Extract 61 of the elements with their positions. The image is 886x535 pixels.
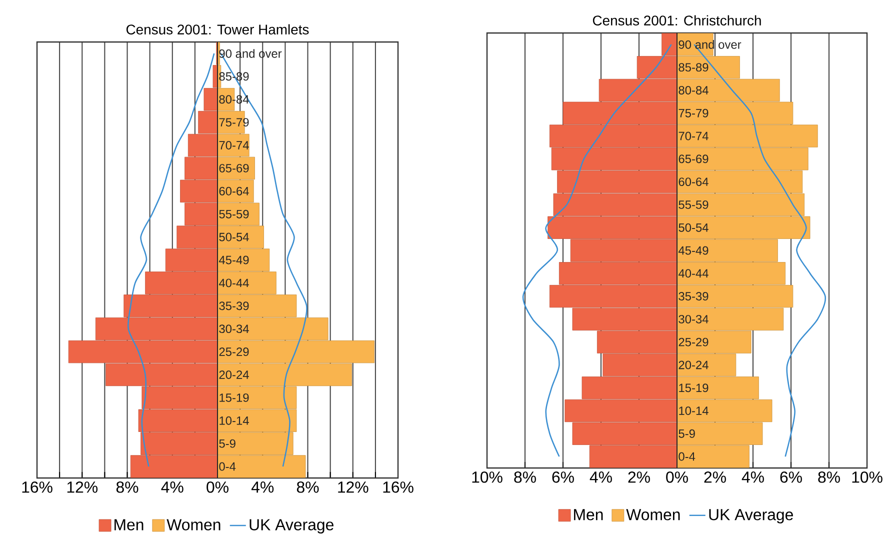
y-tick-label: 35-39 bbox=[219, 302, 249, 310]
x-tick-label: 12% bbox=[67, 482, 98, 493]
y-tick-label: 35-39 bbox=[678, 292, 708, 300]
y-tick-label: 70-74 bbox=[219, 141, 249, 150]
y-tick-label: 30-34 bbox=[219, 324, 249, 334]
y-tick-label: 55-59 bbox=[678, 200, 708, 209]
y-tick-label: 40-44 bbox=[678, 269, 708, 278]
y-tick-label: 45-49 bbox=[218, 256, 249, 264]
legend-label: UK Average bbox=[709, 509, 793, 524]
x-tick-label: 8% bbox=[116, 482, 138, 493]
x-tick-label: 16% bbox=[22, 482, 52, 493]
legend-label: UK Average bbox=[250, 519, 334, 534]
y-tick-label: 75-79 bbox=[678, 108, 708, 118]
x-tick-label: 2% bbox=[628, 472, 650, 483]
chart-title: Census 2001: Christchurch bbox=[592, 15, 761, 26]
y-tick-label: 5-9 bbox=[219, 439, 236, 448]
y-tick-label: 30-34 bbox=[678, 314, 708, 324]
y-tick-label: 80-84 bbox=[678, 86, 708, 94]
y-tick-label: 85-89 bbox=[678, 63, 708, 72]
x-tick-label: 4% bbox=[590, 472, 612, 483]
legend-label: Men bbox=[114, 519, 144, 530]
chart-title: Census 2001: Tower Hamlets bbox=[126, 24, 309, 34]
y-tick-label: 20-24 bbox=[219, 370, 249, 379]
legend-label: Women bbox=[166, 519, 220, 530]
x-tick-label: 8% bbox=[514, 472, 536, 483]
y-tick-label: 0-4 bbox=[219, 462, 236, 471]
x-tick-label: 10% bbox=[472, 472, 502, 483]
legend-label: Women bbox=[626, 509, 680, 520]
x-tick-label: 4% bbox=[251, 482, 274, 493]
legend-label: Men bbox=[574, 509, 603, 520]
y-tick-label: 50-54 bbox=[219, 232, 249, 242]
x-tick-label: 2% bbox=[704, 472, 726, 483]
x-tick-label: 10% bbox=[852, 472, 882, 483]
x-tick-label: 0% bbox=[666, 472, 688, 483]
y-tick-label: 25-29 bbox=[678, 338, 708, 346]
y-tick-label: 0-4 bbox=[678, 452, 696, 461]
x-tick-label: 8% bbox=[296, 482, 319, 493]
y-tick-label: 25-29 bbox=[219, 348, 249, 356]
y-tick-label: 60-64 bbox=[678, 178, 708, 186]
y-tick-label: 10-14 bbox=[220, 416, 249, 425]
y-tick-label: 20-24 bbox=[678, 360, 708, 370]
x-tick-label: 6% bbox=[780, 472, 802, 483]
y-tick-label: 60-64 bbox=[219, 186, 249, 196]
y-tick-label: 65-69 bbox=[678, 154, 708, 164]
y-tick-label: 70-74 bbox=[678, 132, 708, 140]
x-tick-label: 4% bbox=[742, 472, 764, 483]
y-tick-label: 45-49 bbox=[678, 246, 708, 255]
x-tick-label: 8% bbox=[818, 472, 840, 483]
x-tick-label: 0% bbox=[206, 482, 228, 493]
x-tick-label: 6% bbox=[552, 472, 574, 483]
y-tick-label: 65-69 bbox=[219, 164, 249, 172]
y-tick-label: 5-9 bbox=[678, 429, 695, 438]
y-tick-label: 15-19 bbox=[220, 393, 249, 402]
y-tick-label: 55-59 bbox=[219, 210, 249, 218]
y-tick-label: 40-44 bbox=[218, 278, 249, 288]
y-tick-label: 50-54 bbox=[678, 223, 708, 232]
x-tick-label: 12% bbox=[338, 482, 368, 493]
y-tick-label: 10-14 bbox=[679, 406, 708, 415]
x-tick-label: 4% bbox=[161, 482, 184, 493]
x-tick-label: 16% bbox=[383, 482, 414, 493]
y-tick-label: 15-19 bbox=[679, 384, 708, 392]
